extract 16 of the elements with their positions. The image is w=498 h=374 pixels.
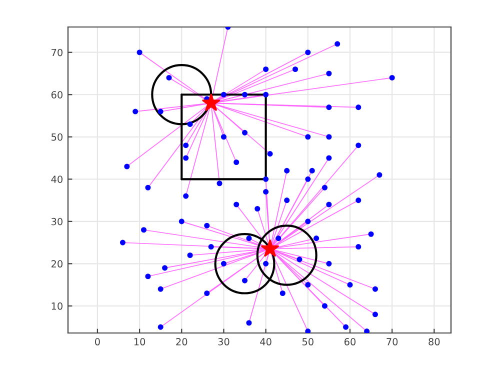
- x-tick-label: 60: [344, 338, 356, 346]
- x-tick-label: 20: [176, 338, 188, 346]
- y-tick-label: 60: [51, 91, 62, 98]
- x-tick-label: 80: [428, 338, 440, 346]
- x-tick-label: 70: [386, 338, 398, 346]
- y-tick-label: 40: [51, 176, 62, 183]
- x-tick-label: 30: [218, 338, 230, 346]
- y-tick-label: 50: [52, 133, 62, 141]
- y-tick-label: 20: [51, 260, 62, 268]
- x-tick-label: 10: [134, 338, 146, 346]
- y-tick-label: 30: [52, 218, 62, 226]
- x-tick-label: 0: [95, 338, 100, 346]
- x-tick-label: 40: [260, 338, 272, 346]
- y-tick-label: 70: [52, 48, 62, 56]
- y-tick-label: 10: [52, 302, 62, 310]
- x-tick-label: 50: [302, 338, 314, 346]
